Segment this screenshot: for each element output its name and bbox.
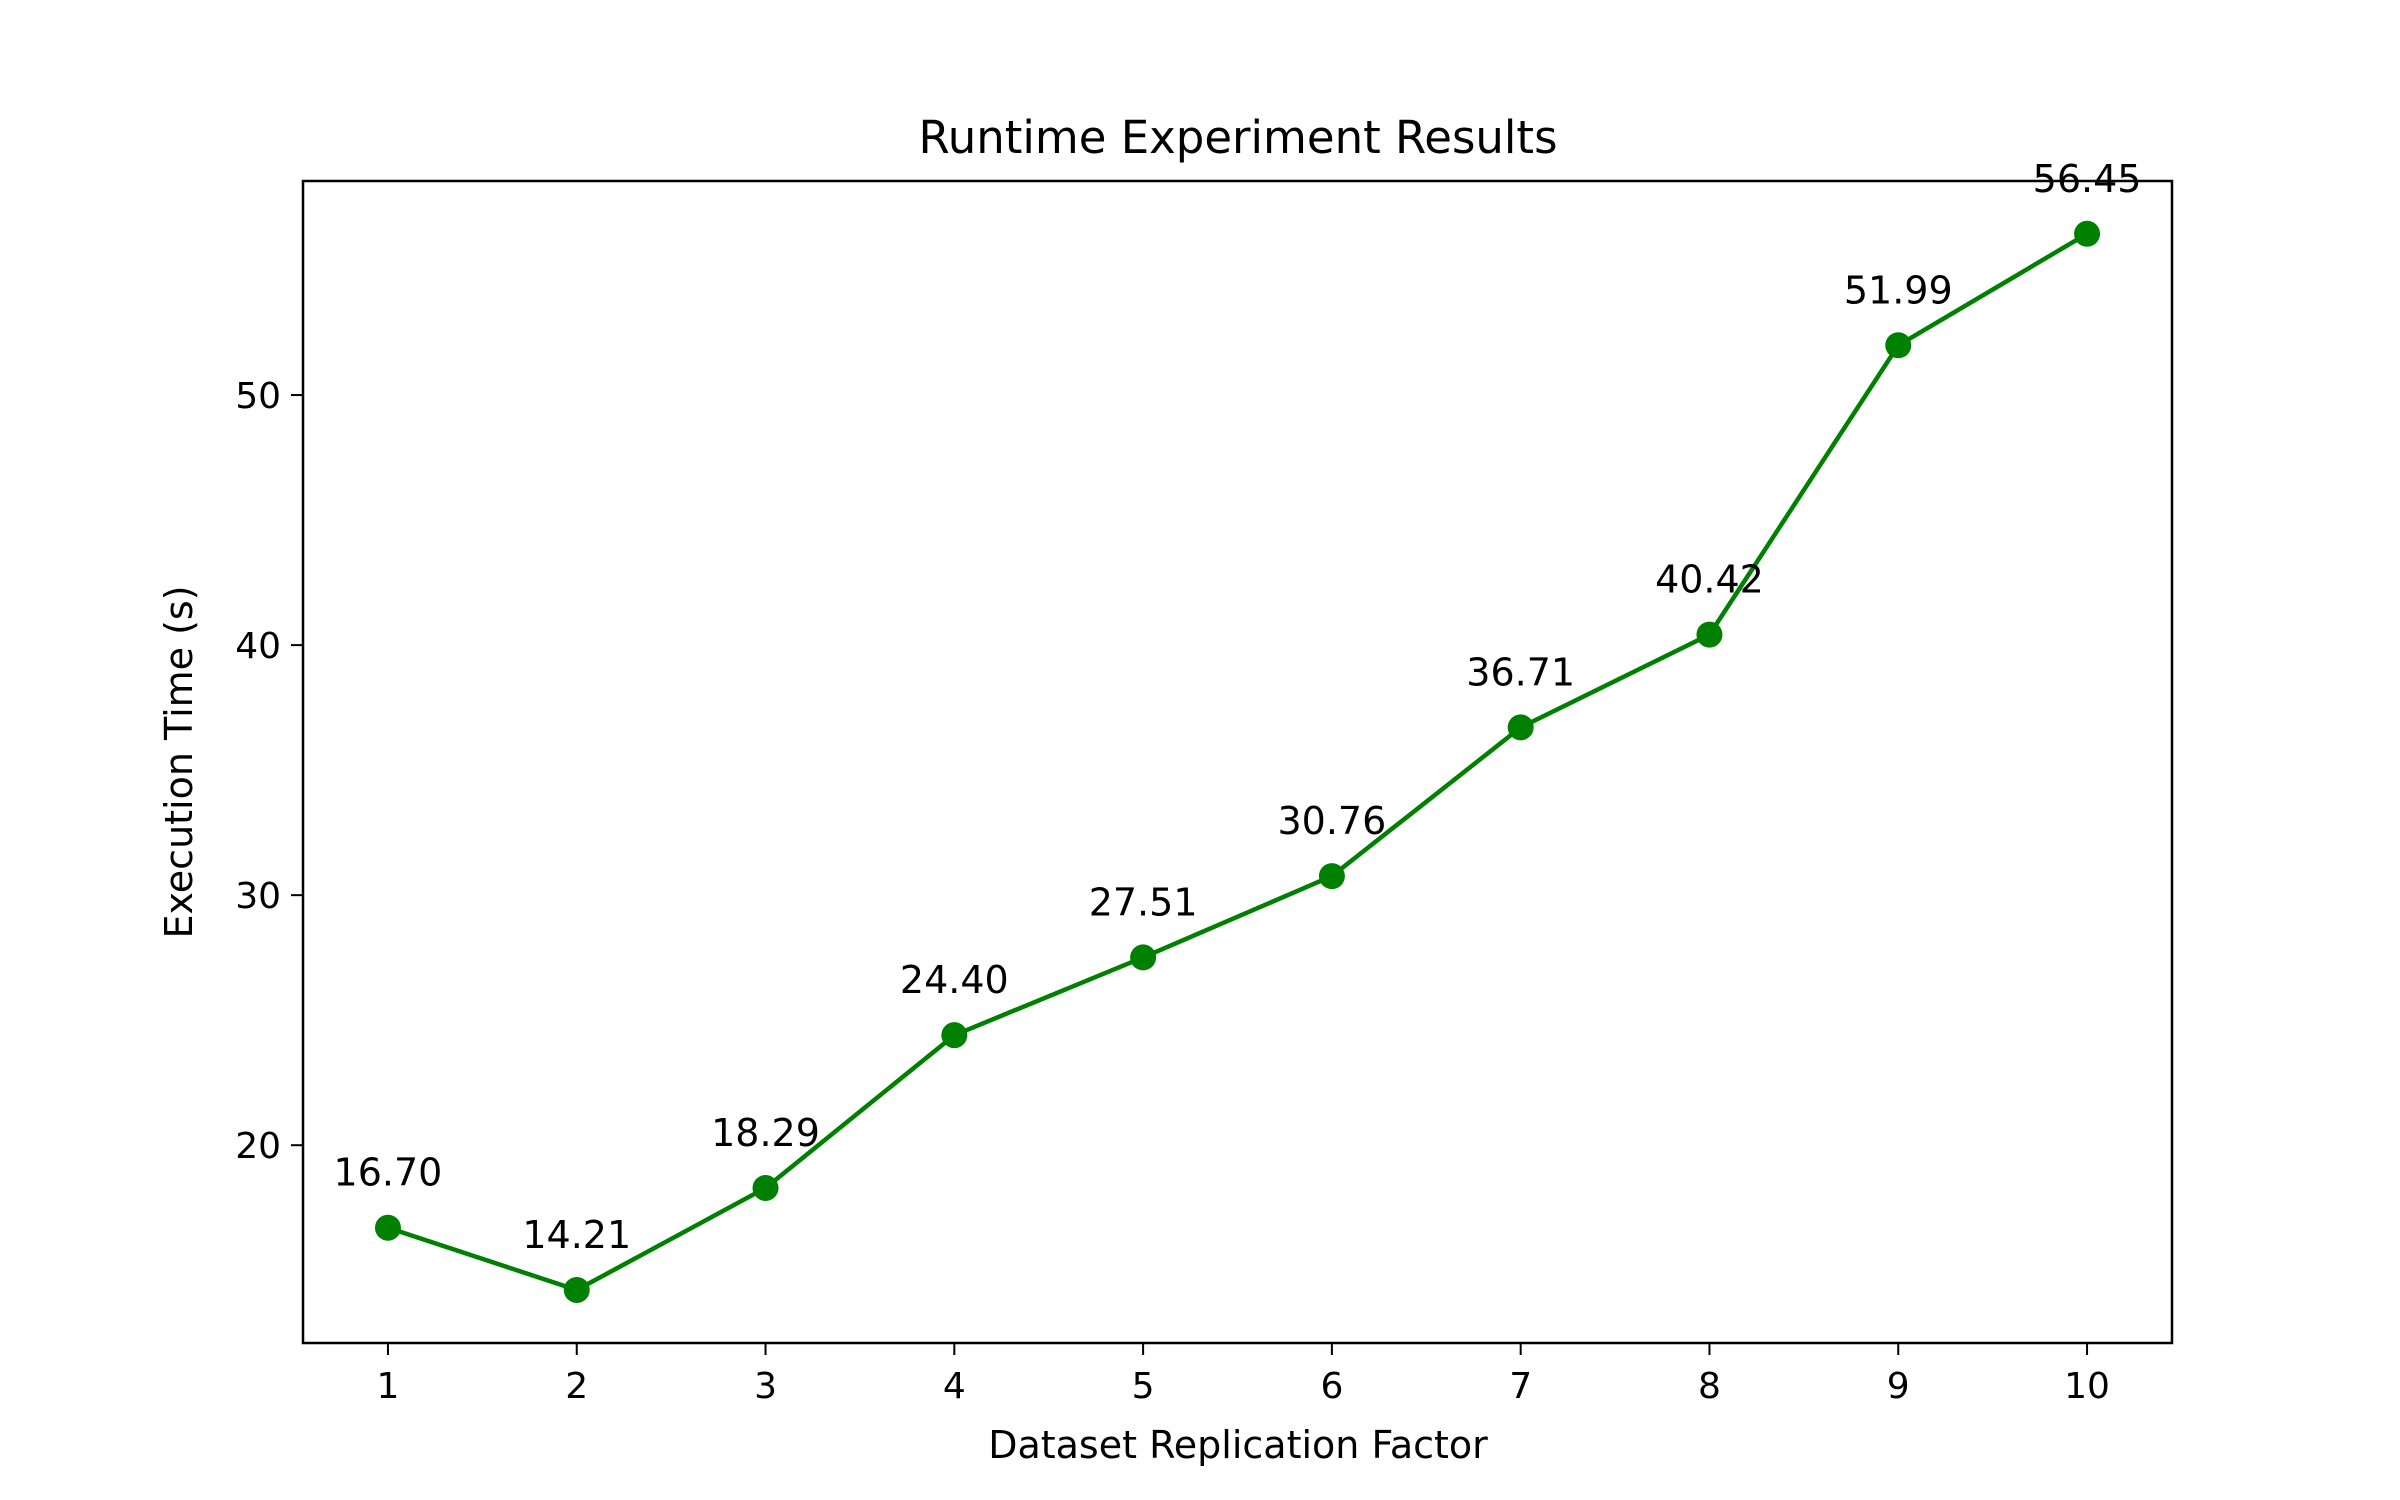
data-point <box>374 1214 401 1241</box>
data-label: 51.99 <box>1844 268 1953 312</box>
data-point <box>1885 332 1912 359</box>
data-point <box>1696 621 1723 648</box>
data-label: 27.51 <box>1089 880 1198 924</box>
x-axis-ticks: 1 2 3 4 5 6 7 8 9 10 <box>377 1343 2110 1407</box>
x-tick-label: 6 <box>1320 1366 1343 1407</box>
data-point <box>752 1174 779 1201</box>
y-tick-label: 20 <box>235 1126 281 1167</box>
chart-title: Runtime Experiment Results <box>918 111 1557 164</box>
y-tick-label: 50 <box>235 376 281 417</box>
data-label: 40.42 <box>1655 558 1764 602</box>
series-group: 16.70 14.21 18.29 24.40 27.51 30.76 36.71 40.42… <box>334 157 2142 1303</box>
data-label: 18.29 <box>711 1111 820 1155</box>
x-tick-label: 5 <box>1132 1366 1155 1407</box>
data-label: 30.76 <box>1277 799 1386 843</box>
y-axis-ticks: 20 30 40 50 <box>235 376 303 1167</box>
data-point <box>941 1022 968 1049</box>
x-tick-label: 3 <box>754 1366 777 1407</box>
data-point <box>2074 220 2101 247</box>
x-tick-label: 8 <box>1698 1366 1721 1407</box>
data-label: 16.70 <box>334 1151 443 1195</box>
data-point <box>1318 863 1345 890</box>
data-label: 36.71 <box>1466 650 1575 694</box>
y-tick-label: 30 <box>235 876 281 917</box>
x-axis-label: Dataset Replication Factor <box>988 1423 1488 1467</box>
data-point <box>1130 944 1157 971</box>
y-tick-label: 40 <box>235 626 281 667</box>
data-point <box>1507 714 1534 741</box>
x-tick-label: 7 <box>1509 1366 1532 1407</box>
x-tick-label: 10 <box>2064 1366 2110 1407</box>
data-point <box>563 1276 590 1303</box>
plot-frame <box>301 179 2174 1345</box>
x-tick-label: 1 <box>377 1366 400 1407</box>
data-label: 56.45 <box>2033 157 2142 201</box>
x-tick-label: 9 <box>1887 1366 1910 1407</box>
y-axis-label: Execution Time (s) <box>157 585 201 938</box>
x-tick-label: 4 <box>943 1366 966 1407</box>
series-line <box>387 231 2089 1293</box>
data-label: 24.40 <box>900 958 1009 1002</box>
x-tick-label: 2 <box>565 1366 588 1407</box>
data-label: 14.21 <box>522 1213 631 1257</box>
